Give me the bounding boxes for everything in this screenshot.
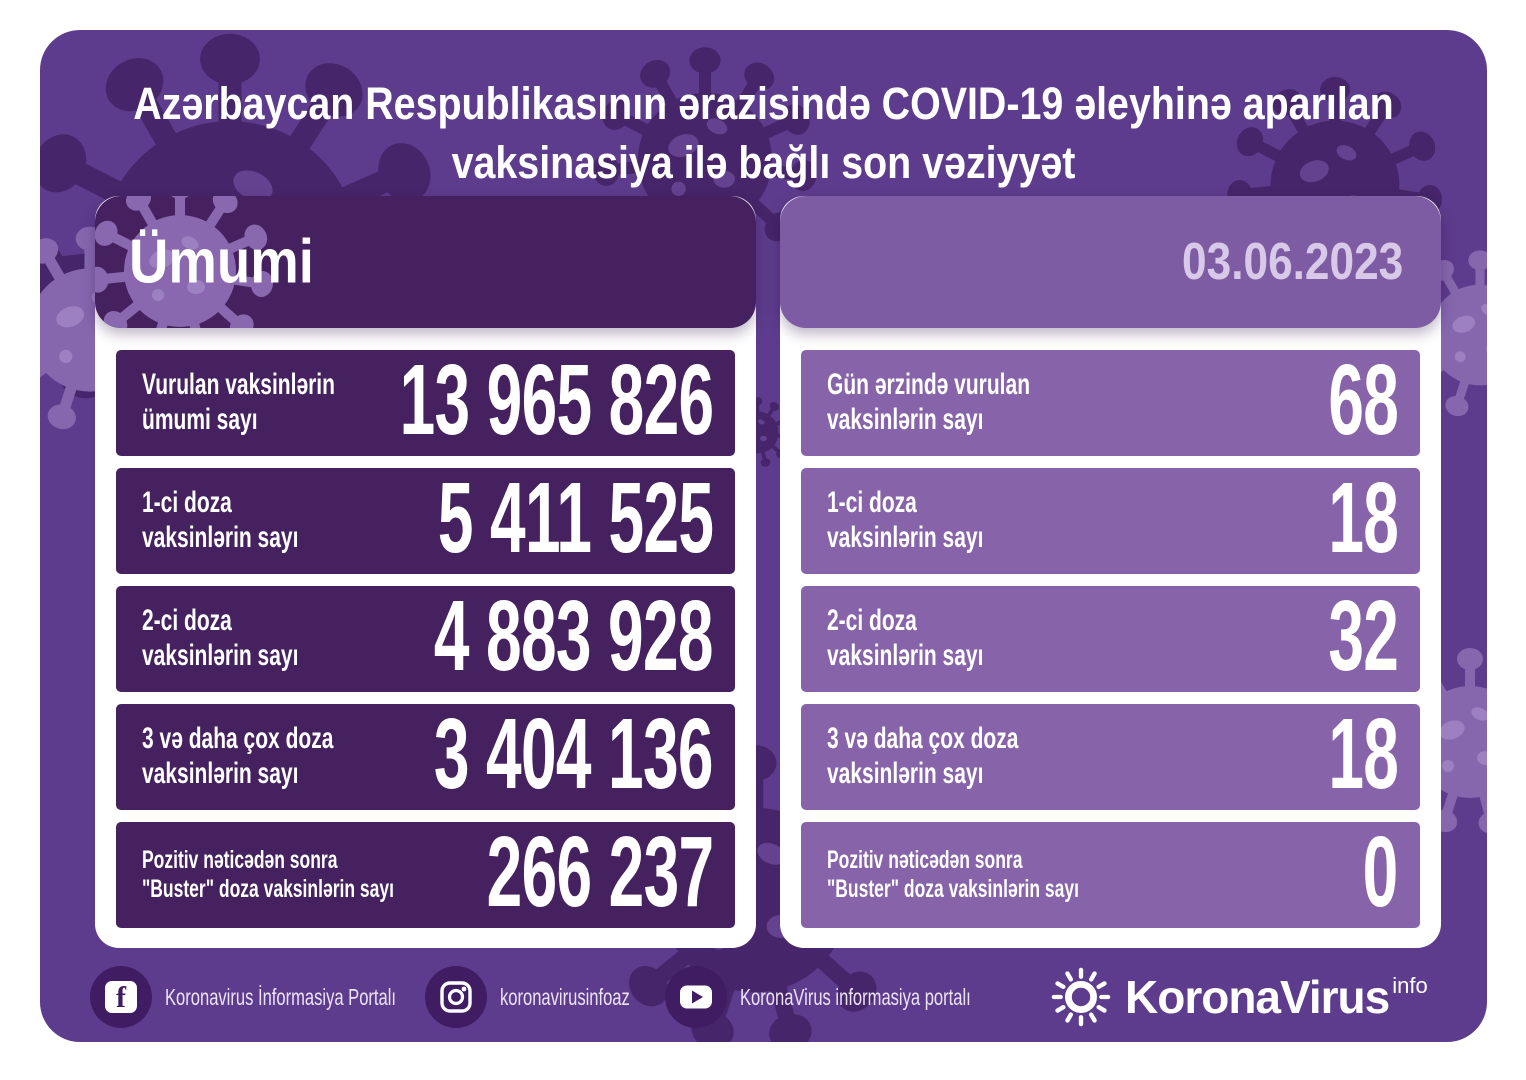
totals-panel: Ümumi Vurulan vaksinlərin ümumi sayı 13 …	[95, 196, 756, 948]
instagram-icon[interactable]	[425, 966, 487, 1028]
stat-label: 1-ci doza vaksinlərin sayı	[827, 486, 984, 554]
table-row: Pozitiv nəticədən sonra "Buster" doza va…	[116, 816, 735, 928]
table-row: Gün ərzində vurulan vaksinlərin sayı 68	[801, 344, 1420, 456]
stat-value: 68	[1328, 344, 1399, 457]
table-row: Vurulan vaksinlərin ümumi sayı 13 965 82…	[116, 344, 735, 456]
stat-value: 4 883 928	[434, 580, 714, 693]
youtube-label: KoronaVirus informasiya portalı	[740, 983, 971, 1010]
brand-suffix: info	[1392, 973, 1428, 998]
infographic-card: Azərbaycan Respublikasının ərazisində CO…	[40, 30, 1487, 1042]
daily-panel: 03.06.2023 Gün ərzində vurulan vaksinlər…	[780, 196, 1441, 948]
stat-label: Gün ərzində vurulan vaksinlərin sayı	[827, 368, 1031, 436]
facebook-link[interactable]: f Koronavirus İnformasiya Portalı	[90, 966, 486, 1028]
stat-value: 18	[1328, 698, 1399, 811]
brand-logo: KoronaVirus info	[1050, 966, 1428, 1028]
table-row: 2-ci doza vaksinlərin sayı 4 883 928	[116, 580, 735, 692]
brand-name: KoronaVirus info	[1125, 971, 1428, 1023]
youtube-icon[interactable]	[665, 966, 727, 1028]
stat-label: 1-ci doza vaksinlərin sayı	[142, 486, 299, 554]
facebook-icon[interactable]: f	[90, 966, 152, 1028]
stat-label: Pozitiv nəticədən sonra "Buster" doza va…	[142, 846, 394, 903]
table-row: 2-ci doza vaksinlərin sayı 32	[801, 580, 1420, 692]
table-row: Pozitiv nəticədən sonra "Buster" doza va…	[801, 816, 1420, 928]
table-row: 1-ci doza vaksinlərin sayı 5 411 525	[116, 462, 735, 574]
stat-value: 0	[1363, 816, 1399, 929]
totals-panel-title: Ümumi	[129, 227, 314, 297]
stat-label: Pozitiv nəticədən sonra "Buster" doza va…	[827, 846, 1079, 903]
page-title: Azərbaycan Respublikasının ərazisində CO…	[40, 74, 1487, 193]
facebook-label: Koronavirus İnformasiya Portalı	[165, 983, 397, 1010]
stat-value: 32	[1328, 580, 1399, 693]
table-row: 3 və daha çox doza vaksinlərin sayı 3 40…	[116, 698, 735, 810]
date-label: 03.06.2023	[1181, 233, 1403, 291]
stat-value: 13 965 826	[399, 344, 714, 457]
stat-value: 18	[1328, 462, 1399, 575]
stat-label: 2-ci doza vaksinlərin sayı	[827, 604, 984, 672]
stat-value: 3 404 136	[434, 698, 714, 811]
stat-value: 266 237	[486, 816, 714, 929]
page-title-line2: vaksinasiya ilə bağlı son vəziyyət	[451, 137, 1076, 189]
table-row: 3 və daha çox doza vaksinlərin sayı 18	[801, 698, 1420, 810]
stat-label: 3 və daha çox doza vaksinlərin sayı	[142, 722, 334, 790]
daily-panel-header: 03.06.2023	[780, 196, 1441, 328]
youtube-link[interactable]: KoronaVirus informasiya portalı	[665, 966, 1060, 1028]
brand-virus-icon	[1050, 966, 1112, 1028]
stat-label: 3 və daha çox doza vaksinlərin sayı	[827, 722, 1019, 790]
stat-label: Vurulan vaksinlərin ümumi sayı	[142, 368, 335, 436]
stat-value: 5 411 525	[437, 462, 714, 575]
table-row: 1-ci doza vaksinlərin sayı 18	[801, 462, 1420, 574]
instagram-label: koronavirusinfoaz	[500, 983, 630, 1010]
page-title-line1: Azərbaycan Respublikasının ərazisində CO…	[133, 78, 1394, 129]
stat-label: 2-ci doza vaksinlərin sayı	[142, 604, 299, 672]
totals-panel-header: Ümumi	[95, 196, 756, 328]
instagram-link[interactable]: koronavirusinfoaz	[425, 966, 680, 1028]
